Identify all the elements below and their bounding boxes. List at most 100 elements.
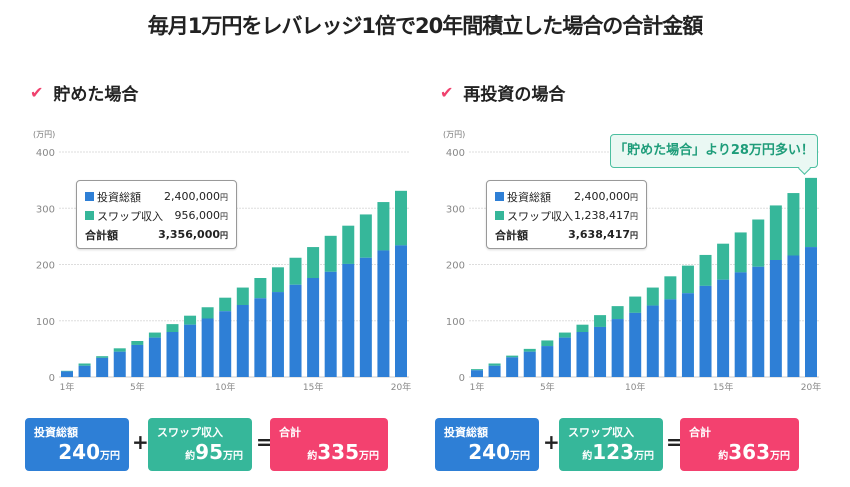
- summary-unit: 万円: [100, 451, 120, 462]
- summary-label: 投資総額: [444, 426, 488, 439]
- summary-label: 投資総額: [34, 426, 78, 439]
- y-tick-label: 200: [446, 261, 465, 272]
- bar-swap: [254, 278, 267, 299]
- bar-swap: [148, 332, 161, 338]
- legend-unit: 円: [630, 193, 638, 202]
- legend-total: 合計額 3,638,417円: [495, 225, 638, 244]
- legend-saved: 投資総額 2,400,000円 スワップ収入 956,000円 合計額 3,356,0…: [76, 180, 237, 249]
- bar-swap: [664, 276, 677, 300]
- y-axis-unit: (万円): [443, 130, 465, 139]
- invest-swatch: [495, 192, 504, 201]
- x-tick-label: 5年: [540, 381, 555, 393]
- legend-unit: 円: [220, 231, 228, 240]
- bar-invest: [471, 370, 483, 377]
- y-tick-label: 200: [36, 261, 55, 272]
- bar-swap: [611, 306, 624, 320]
- equals-sign: =: [256, 430, 273, 454]
- check-icon: ✔: [30, 83, 44, 102]
- bar-invest: [219, 311, 232, 377]
- y-tick-label: 400: [446, 148, 465, 159]
- x-tick-label: 10年: [625, 381, 645, 393]
- bar-invest: [769, 260, 782, 377]
- bar-invest: [113, 351, 126, 377]
- bar-invest: [307, 278, 320, 377]
- bar-swap: [541, 340, 554, 347]
- section-heading-reinvest: ✔ 再投資の場合: [440, 80, 565, 105]
- x-tick-label: 1年: [60, 381, 75, 393]
- bar-invest: [664, 299, 677, 377]
- bar-swap: [558, 332, 571, 338]
- x-tick-label: 5年: [130, 381, 145, 393]
- legend-unit: 円: [630, 212, 638, 221]
- summary-value: 123: [592, 440, 634, 464]
- bar-invest: [629, 312, 642, 377]
- bar-swap: [131, 341, 144, 345]
- bar-swap: [289, 257, 302, 285]
- legend-swap: スワップ収入 1,238,417円: [495, 206, 638, 225]
- page-title: 毎月1万円をレバレッジ1倍で20年間積立した場合の合計金額: [147, 14, 703, 38]
- summary-unit: 万円: [634, 451, 654, 462]
- summary-prefix: 約: [718, 451, 729, 462]
- summary-total-box: 合計 約335万円: [270, 418, 388, 471]
- bar-swap: [681, 265, 694, 294]
- y-tick-label: 300: [36, 204, 55, 215]
- difference-callout: 「貯めた場合」より28万円多い！: [610, 134, 818, 168]
- bar-swap: [377, 202, 390, 251]
- legend-label: 投資総額: [97, 190, 141, 204]
- bar-swap: [113, 348, 126, 352]
- bar-swap: [699, 254, 712, 286]
- summary-unit: 万円: [510, 451, 530, 462]
- invest-swatch: [85, 192, 94, 201]
- y-tick-label: 0: [49, 373, 55, 384]
- bar-invest: [271, 292, 284, 377]
- legend-swap: スワップ収入 956,000円: [85, 206, 228, 225]
- legend-label: 合計額: [85, 228, 118, 242]
- summary-label: スワップ収入: [157, 426, 223, 439]
- y-tick-label: 400: [36, 148, 55, 159]
- bar-invest: [523, 351, 536, 377]
- bar-swap: [471, 369, 483, 371]
- bar-invest: [131, 344, 144, 377]
- bar-invest: [377, 250, 390, 377]
- summary-label: スワップ収入: [568, 426, 634, 439]
- y-tick-label: 300: [446, 204, 465, 215]
- plus-sign: +: [132, 430, 149, 454]
- summary-unit: 万円: [770, 451, 790, 462]
- bar-invest: [61, 371, 73, 377]
- bar-invest: [787, 255, 800, 377]
- bar-invest: [576, 332, 589, 377]
- bar-invest: [752, 266, 765, 377]
- legend-unit: 円: [630, 231, 638, 240]
- bar-swap: [506, 355, 519, 358]
- bar-invest: [594, 326, 607, 377]
- bar-invest: [324, 271, 337, 377]
- legend-value: 2,400,000: [164, 190, 220, 203]
- bar-swap: [734, 232, 747, 273]
- x-tick-label: 15年: [303, 381, 323, 393]
- summary-prefix: 約: [185, 451, 196, 462]
- bar-swap: [166, 324, 179, 332]
- bar-swap: [359, 214, 372, 258]
- x-tick-label: 1年: [470, 381, 485, 393]
- summary-swap-box: スワップ収入 約123万円: [559, 418, 663, 471]
- bar-invest: [699, 285, 712, 377]
- swap-swatch: [495, 211, 504, 220]
- summary-label: 合計: [279, 426, 301, 439]
- bar-invest: [236, 305, 249, 377]
- legend-value: 1,238,417: [574, 209, 630, 222]
- chart-saved: (万円) 0 100 200 300 400 1年 5年 10年 15年 20年: [33, 130, 411, 393]
- bar-swap: [78, 363, 91, 366]
- legend-unit: 円: [220, 212, 228, 221]
- bar-swap: [769, 205, 782, 260]
- legend-invest: 投資総額 2,400,000円: [495, 187, 638, 206]
- bar-swap: [787, 193, 800, 256]
- bar-invest: [342, 263, 355, 377]
- legend-reinvest: 投資総額 2,400,000円 スワップ収入 1,238,417円 合計額 3,638…: [486, 180, 647, 249]
- check-icon: ✔: [440, 83, 454, 102]
- bar-invest: [611, 319, 624, 377]
- summary-unit: 万円: [359, 451, 379, 462]
- bar-swap: [201, 307, 214, 319]
- x-tick-label: 20年: [801, 381, 821, 393]
- bar-swap: [752, 219, 765, 267]
- y-tick-label: 100: [36, 317, 55, 328]
